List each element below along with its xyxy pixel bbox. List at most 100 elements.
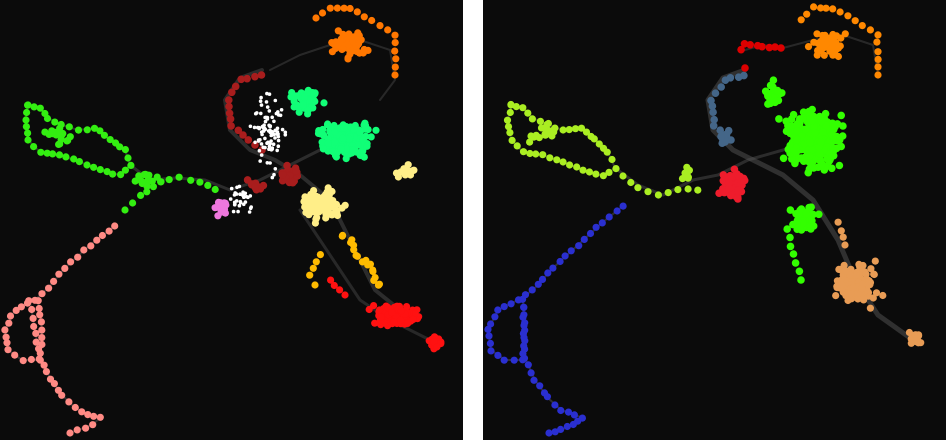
graph-node <box>352 42 360 50</box>
graph-node <box>486 339 494 347</box>
graph-node <box>510 356 518 364</box>
graph-node <box>369 267 377 276</box>
graph-node <box>694 186 702 194</box>
graph-node <box>319 145 327 153</box>
graph-node <box>869 294 877 302</box>
graph-node <box>513 142 521 150</box>
graph-node <box>55 151 64 159</box>
graph-node <box>283 161 291 170</box>
graph-node <box>391 47 399 55</box>
graph-node <box>339 231 347 239</box>
graph-node <box>556 257 564 266</box>
graph-node <box>42 368 51 376</box>
graph-node <box>58 391 66 399</box>
graph-node <box>267 92 272 96</box>
graph-node <box>350 125 358 133</box>
graph-node <box>111 222 119 230</box>
graph-node <box>565 126 573 134</box>
graph-node <box>78 408 86 416</box>
graph-node <box>258 138 262 142</box>
graph-node <box>339 30 347 38</box>
graph-node <box>367 133 375 141</box>
graph-panel-right <box>483 0 946 440</box>
graph-node <box>311 281 319 289</box>
graph-node <box>527 369 535 377</box>
graph-node <box>96 413 104 421</box>
graph-node <box>579 166 587 174</box>
graph-node <box>93 236 101 244</box>
graph-node <box>485 332 493 340</box>
graph-node <box>346 4 354 13</box>
graph-node <box>17 303 25 311</box>
graph-node <box>2 333 10 341</box>
graph-node <box>795 267 804 276</box>
graph-node <box>494 351 502 359</box>
graph-node <box>304 106 312 114</box>
graph-node <box>324 120 332 128</box>
graph-node <box>725 184 733 193</box>
graph-node <box>538 275 547 283</box>
graph-node <box>775 115 783 123</box>
graph-node <box>269 148 274 152</box>
graph-node <box>283 130 288 135</box>
graph-node <box>131 177 139 185</box>
graph-node <box>84 411 92 419</box>
graph-node <box>330 281 338 290</box>
graph-node <box>342 145 350 153</box>
graph-node <box>519 295 527 303</box>
graph-node <box>38 290 46 298</box>
graph-node <box>815 149 824 158</box>
graph-node <box>204 181 212 189</box>
graph-node <box>605 213 613 221</box>
graph-node <box>570 411 578 419</box>
graph-node <box>520 303 528 311</box>
graph-node <box>312 258 320 266</box>
graph-node <box>520 321 528 329</box>
graph-node <box>815 210 823 219</box>
graph-node <box>290 103 298 111</box>
graph-node <box>363 142 371 150</box>
graph-node <box>272 119 276 124</box>
graph-node <box>36 311 44 319</box>
graph-node <box>251 183 259 192</box>
cluster-orange <box>312 4 400 79</box>
graph-node <box>388 308 396 317</box>
graph-node <box>264 100 269 104</box>
graph-node <box>360 13 368 21</box>
graph-node <box>585 168 594 176</box>
graph-node <box>375 306 384 314</box>
graph-node <box>543 393 551 401</box>
graph-node <box>219 205 227 214</box>
graph-node <box>837 34 845 42</box>
graph-node <box>242 194 246 199</box>
graph-node <box>244 136 253 144</box>
graph-node <box>56 130 64 138</box>
graph-node <box>234 126 243 135</box>
graph-node <box>404 319 412 327</box>
graph-node <box>258 99 263 103</box>
graph-node <box>521 345 529 353</box>
graph-node <box>879 291 887 300</box>
graph-panel-left <box>0 0 463 440</box>
cluster-brightgreen <box>761 76 847 284</box>
graph-node <box>874 63 882 71</box>
graph-node <box>37 148 45 156</box>
graph-node <box>239 131 247 139</box>
graph-node <box>90 124 99 132</box>
graph-node <box>808 146 816 154</box>
graph-node <box>836 8 844 16</box>
graph-node <box>333 4 341 12</box>
graph-node <box>793 135 801 144</box>
graph-node <box>244 194 249 199</box>
graph-node <box>807 225 815 233</box>
graph-node <box>391 63 399 71</box>
graph-node <box>237 75 245 84</box>
graph-node <box>809 164 818 172</box>
graph-node <box>233 191 237 195</box>
graph-node <box>257 125 261 130</box>
graph-node <box>360 153 368 161</box>
graph-node <box>551 401 559 409</box>
graph-node <box>847 290 855 298</box>
graph-node <box>873 38 881 46</box>
graph-node <box>592 223 600 231</box>
